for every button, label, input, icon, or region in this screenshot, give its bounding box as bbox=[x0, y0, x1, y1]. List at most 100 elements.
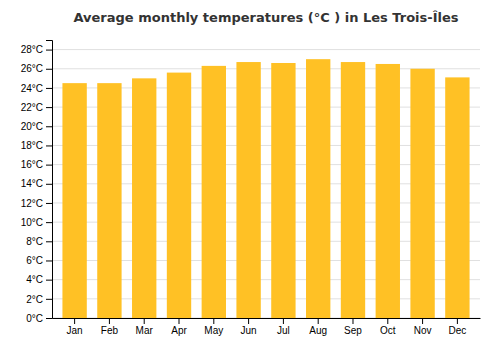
tick-label: Jun bbox=[241, 325, 257, 336]
x-axis: Jan Feb Mar Apr May Jun Jul Aug Sep Oct Nov Dec bbox=[53, 318, 481, 336]
tick-label: Sep bbox=[344, 325, 362, 336]
tick-label: 0°C bbox=[26, 313, 43, 324]
tick: 0°C bbox=[26, 313, 52, 324]
tick-label: 22°C bbox=[21, 102, 43, 113]
tick: 18°C bbox=[21, 140, 52, 151]
tick: May bbox=[204, 318, 223, 336]
tick-mark bbox=[46, 184, 52, 185]
tick-mark bbox=[179, 318, 180, 324]
tick-mark bbox=[46, 203, 52, 204]
bar bbox=[236, 62, 260, 318]
tick-mark bbox=[46, 107, 52, 108]
tick-mark bbox=[46, 69, 52, 70]
axis-line bbox=[53, 318, 481, 319]
tick: Feb bbox=[101, 318, 119, 336]
tick-mark bbox=[46, 165, 52, 166]
tick-label: 24°C bbox=[21, 83, 43, 94]
tick-label: 10°C bbox=[21, 217, 43, 228]
tick-mark bbox=[457, 318, 458, 324]
tick: 8°C bbox=[26, 236, 52, 247]
tick: 6°C bbox=[26, 255, 52, 266]
tick-label: 8°C bbox=[26, 236, 43, 247]
tick-mark bbox=[46, 318, 52, 319]
tick-mark bbox=[74, 318, 75, 324]
bar bbox=[410, 69, 434, 318]
tick-mark bbox=[46, 280, 52, 281]
tick-mark bbox=[248, 318, 249, 324]
tick-mark bbox=[318, 318, 319, 324]
grid bbox=[52, 50, 480, 318]
tick-label: Feb bbox=[101, 325, 119, 336]
tick-mark bbox=[46, 145, 52, 146]
tick-label: 4°C bbox=[26, 274, 43, 285]
tick-mark bbox=[352, 318, 353, 324]
tick: 4°C bbox=[26, 274, 52, 285]
tick: 24°C bbox=[21, 83, 52, 94]
tick-label: Dec bbox=[448, 325, 466, 336]
tick: Jan bbox=[67, 318, 83, 336]
tick-mark bbox=[109, 318, 110, 324]
bar bbox=[132, 78, 156, 318]
tick-label: Jan bbox=[67, 325, 83, 336]
tick-label: 12°C bbox=[21, 198, 43, 209]
tick-label: 6°C bbox=[26, 255, 43, 266]
tick: 12°C bbox=[21, 198, 52, 209]
tick-mark bbox=[46, 299, 52, 300]
bar bbox=[341, 62, 365, 318]
tick: Apr bbox=[171, 318, 187, 336]
bar bbox=[62, 83, 86, 318]
tick: Sep bbox=[344, 318, 362, 336]
tick-label: 26°C bbox=[21, 63, 43, 74]
tick-mark bbox=[213, 318, 214, 324]
tick-mark bbox=[46, 260, 52, 261]
tick: 28°C bbox=[21, 44, 52, 55]
tick: Jul bbox=[277, 318, 290, 336]
bar bbox=[376, 64, 400, 318]
tick-label: Mar bbox=[136, 325, 154, 336]
tick-mark bbox=[46, 50, 52, 51]
tick-mark bbox=[144, 318, 145, 324]
bar bbox=[445, 77, 469, 318]
tick-label: Oct bbox=[380, 325, 396, 336]
tick: Oct bbox=[380, 318, 396, 336]
tick-mark bbox=[283, 318, 284, 324]
tick-mark bbox=[46, 88, 52, 89]
bar bbox=[306, 59, 330, 318]
tick-mark bbox=[387, 318, 388, 324]
tick: 14°C bbox=[21, 178, 52, 189]
tick: 10°C bbox=[21, 217, 52, 228]
tick: Nov bbox=[414, 318, 432, 336]
tick: 22°C bbox=[21, 102, 52, 113]
tick: Dec bbox=[448, 318, 466, 336]
tick-label: Jul bbox=[277, 325, 290, 336]
axis-line bbox=[46, 41, 53, 319]
bar bbox=[271, 63, 295, 318]
chart: 0°C 2°C 4°C 6°C 8°C 10°C 12°C 14°C 16°C 18°C 20°C 2… bbox=[0, 0, 500, 350]
title: Average monthly temperatures (°C ) in Le… bbox=[73, 10, 458, 25]
tick-label: Apr bbox=[171, 325, 187, 336]
tick: 16°C bbox=[21, 159, 52, 170]
tick-label: Nov bbox=[414, 325, 432, 336]
tick-label: May bbox=[204, 325, 223, 336]
tick-mark bbox=[422, 318, 423, 324]
tick-label: 18°C bbox=[21, 140, 43, 151]
tick: 2°C bbox=[26, 294, 52, 305]
bars bbox=[62, 59, 469, 318]
tick-label: 2°C bbox=[26, 294, 43, 305]
tick: 20°C bbox=[21, 121, 52, 132]
tick-mark bbox=[46, 241, 52, 242]
tick-label: 14°C bbox=[21, 178, 43, 189]
tick: 26°C bbox=[21, 63, 52, 74]
tick-mark bbox=[46, 126, 52, 127]
tick-mark bbox=[46, 222, 52, 223]
bar bbox=[97, 83, 121, 318]
tick: Jun bbox=[241, 318, 257, 336]
tick: Aug bbox=[309, 318, 327, 336]
bar bbox=[167, 73, 191, 318]
bar bbox=[202, 66, 226, 318]
tick-label: 16°C bbox=[21, 159, 43, 170]
tick: Mar bbox=[136, 318, 154, 336]
tick-label: 20°C bbox=[21, 121, 43, 132]
tick-label: 28°C bbox=[21, 44, 43, 55]
grid-line bbox=[52, 49, 480, 50]
